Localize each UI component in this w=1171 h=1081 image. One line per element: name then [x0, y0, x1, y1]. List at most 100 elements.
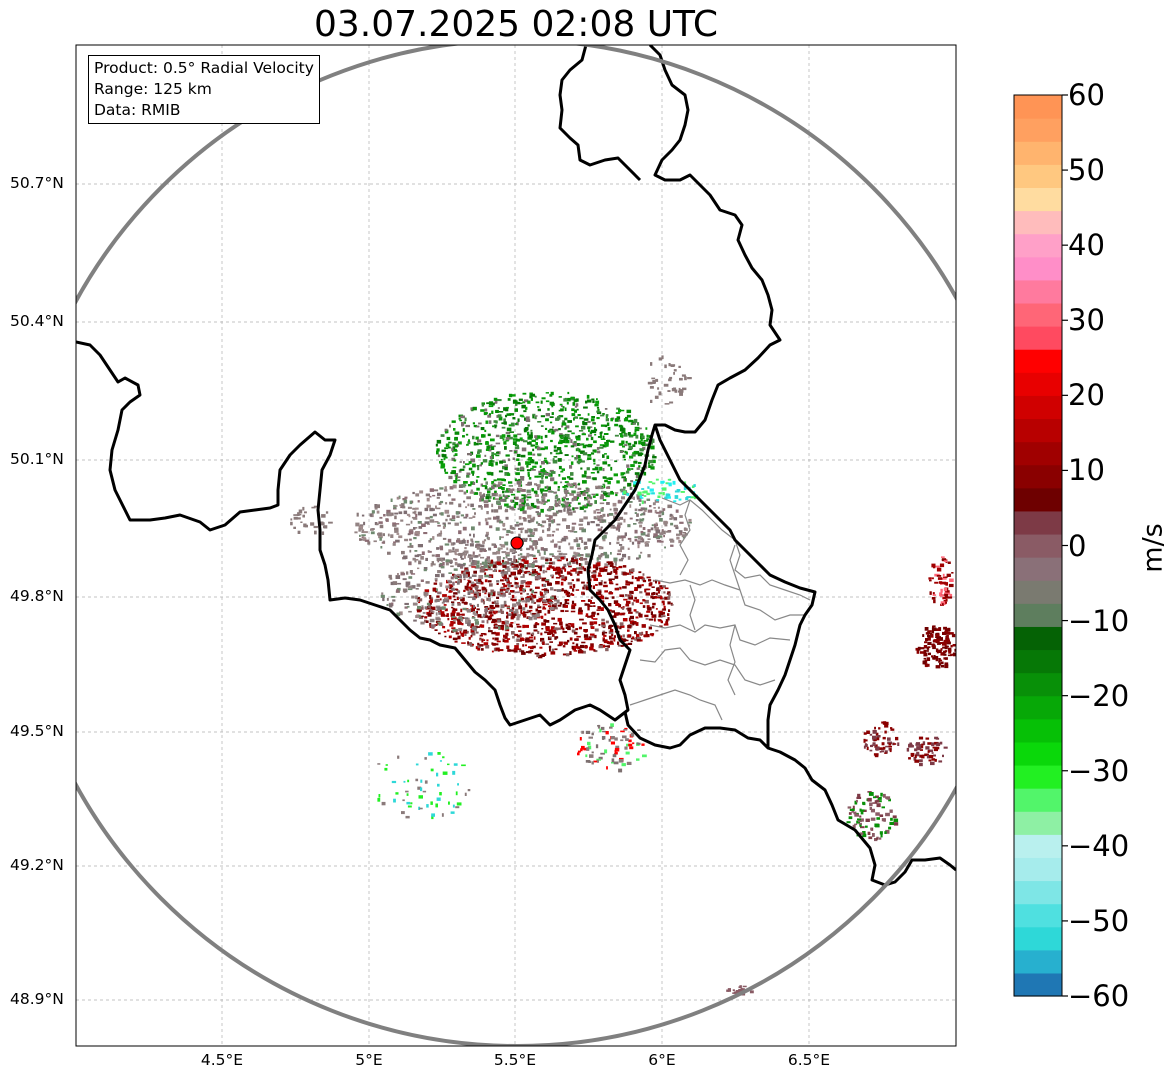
echo-pixel [669, 376, 673, 379]
echo-pixel [562, 406, 565, 409]
echo-pixel [483, 601, 485, 605]
echo-pixel [415, 588, 419, 590]
echo-pixel [470, 554, 475, 557]
echo-pixel [570, 560, 575, 563]
echo-pixel [392, 581, 398, 585]
echo-pixel [622, 606, 625, 608]
echo-pixel [398, 495, 401, 499]
echo-pixel [931, 655, 933, 658]
echo-pixel [560, 405, 563, 408]
echo-pixel [456, 596, 459, 600]
echo-pixel [594, 650, 598, 653]
echo-pixel [627, 607, 632, 612]
echo-pixel [398, 511, 403, 515]
echo-pixel [502, 528, 507, 531]
echo-pixel [585, 754, 588, 758]
echo-pixel [518, 527, 522, 530]
echo-pixel [622, 638, 626, 643]
echo-pixel [549, 469, 554, 473]
echo-pixel [512, 635, 515, 639]
echo-pixel [587, 538, 592, 542]
echo-pixel [606, 440, 608, 442]
echo-pixel [451, 447, 454, 452]
echo-pixel [502, 638, 505, 643]
colorbar-segment [1014, 903, 1062, 928]
echo-pixel [523, 564, 527, 569]
echo-pixel [581, 425, 586, 430]
echo-pixel [856, 796, 862, 799]
echo-pixel [467, 789, 471, 792]
echo-pixel [636, 636, 641, 640]
echo-pixel [515, 582, 519, 585]
echo-pixel [558, 504, 561, 507]
echo-pixel [587, 521, 590, 526]
echo-pixel [627, 556, 631, 560]
echo-pixel [939, 592, 943, 597]
echo-pixel [641, 500, 644, 505]
echo-pixel [574, 603, 577, 607]
echo-pixel [564, 407, 567, 411]
echo-pixel [358, 528, 361, 532]
echo-pixel [472, 435, 475, 440]
echo-pixel [473, 533, 475, 538]
echo-pixel [539, 536, 543, 540]
echo-pixel [458, 616, 463, 618]
echo-pixel [624, 746, 628, 750]
echo-pixel [537, 573, 541, 576]
echo-pixel [544, 579, 550, 581]
echo-pixel [501, 592, 506, 596]
echo-pixel [580, 450, 585, 454]
echo-pixel [649, 386, 654, 389]
echo-pixel [515, 608, 519, 613]
echo-pixel [430, 606, 436, 611]
echo-pixel [739, 985, 742, 988]
echo-pixel [451, 498, 456, 501]
colorbar-segment [1014, 418, 1062, 443]
echo-pixel [610, 526, 615, 529]
echo-pixel [469, 558, 471, 563]
echo-pixel [953, 652, 956, 657]
echo-pixel [854, 813, 859, 817]
echo-pixel [941, 603, 944, 605]
echo-pixel [501, 562, 505, 567]
echo-pixel [545, 427, 548, 430]
echo-pixel [416, 583, 421, 587]
echo-pixel [570, 610, 576, 613]
echo-pixel [579, 737, 582, 741]
echo-pixel [516, 479, 519, 482]
echo-pixel [526, 593, 529, 596]
echo-pixel [638, 522, 643, 524]
echo-pixel [589, 646, 594, 651]
echo-pixel [603, 484, 606, 489]
echo-pixel [440, 613, 446, 617]
echo-pixel [424, 589, 430, 593]
echo-pixel [611, 562, 614, 567]
echo-pixel [651, 592, 656, 595]
echo-pixel [564, 445, 568, 448]
echo-pixel [625, 751, 630, 755]
echo-pixel [670, 539, 675, 543]
colorbar-segment [1014, 626, 1062, 651]
echo-pixel [379, 532, 382, 536]
echo-pixel [596, 609, 601, 611]
echo-pixel [550, 574, 554, 577]
echo-pixel [519, 522, 523, 526]
echo-pixel [933, 754, 936, 757]
echo-pixel [561, 468, 565, 471]
echo-pixel [597, 528, 603, 532]
echo-pixel [585, 490, 589, 492]
echo-pixel [534, 575, 539, 580]
echo-pixel [564, 590, 569, 593]
echo-pixel [933, 655, 936, 658]
echo-pixel [505, 439, 509, 442]
echo-pixel [587, 741, 591, 746]
echo-pixel [389, 577, 393, 580]
echo-pixel [451, 606, 454, 609]
echo-pixel [567, 639, 570, 643]
echo-pixel [463, 461, 465, 464]
echo-pixel [918, 759, 923, 763]
echo-pixel [645, 618, 649, 620]
echo-pixel [502, 522, 506, 527]
echo-pixel [577, 554, 581, 557]
colorbar-segment [1014, 580, 1062, 604]
